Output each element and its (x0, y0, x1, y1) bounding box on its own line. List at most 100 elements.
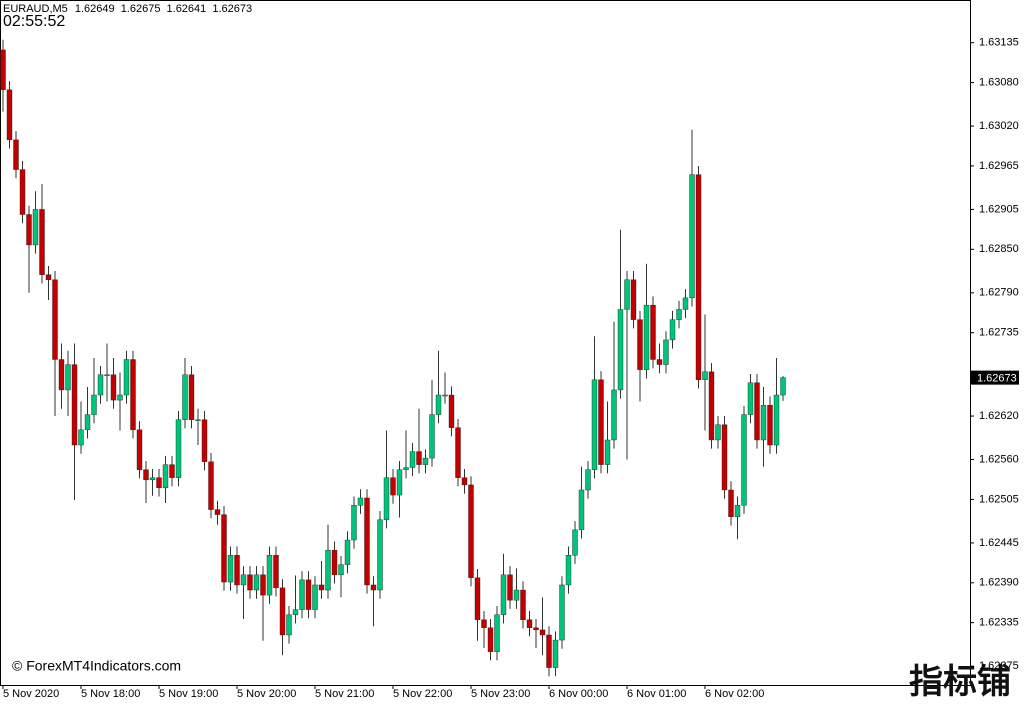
candle-body (357, 497, 364, 506)
price-tag: 1.62673 (977, 373, 1017, 385)
x-tick-label: 5 Nov 19:00 (159, 688, 218, 700)
candle-body (643, 304, 650, 370)
candle-body (572, 529, 578, 556)
y-tick-label: 1.62335 (979, 617, 1019, 629)
candle-body (338, 564, 344, 576)
candle-body (435, 394, 442, 415)
candle-body (663, 339, 669, 365)
candle-body (364, 497, 370, 586)
candle-body (526, 619, 533, 628)
candle-body (728, 489, 734, 518)
candle-body (58, 359, 65, 391)
y-tick-label: 1.62445 (979, 537, 1019, 549)
candle-body (715, 424, 721, 441)
candle-body (91, 394, 97, 415)
candle-body (201, 419, 208, 462)
candle-body (390, 477, 396, 496)
candle-body (370, 584, 377, 591)
candle-body (676, 309, 682, 320)
candle-body (416, 451, 422, 465)
candle-body (52, 279, 58, 360)
header-close: 1.62673 (212, 3, 252, 15)
y-tick-label: 1.62560 (979, 453, 1019, 465)
candle-body (266, 555, 273, 596)
candle-body (507, 574, 513, 601)
candle-body (65, 364, 71, 391)
candle-body (240, 574, 247, 586)
header-high: 1.62675 (121, 3, 161, 15)
candle-body (455, 427, 461, 478)
candle-body (292, 609, 299, 615)
candle-body (559, 584, 565, 641)
x-tick-label: 5 Nov 21:00 (315, 688, 374, 700)
candle-body (578, 489, 585, 531)
candle-body (169, 464, 175, 478)
candle-body (552, 639, 559, 668)
candle-body (448, 394, 455, 428)
candle-body (110, 374, 117, 401)
candle-body (669, 319, 676, 341)
candle-body (565, 555, 572, 586)
candle-body (117, 394, 123, 401)
candle-body (403, 467, 409, 470)
candle-body (175, 419, 182, 478)
candle-body (247, 574, 253, 591)
candle-body (273, 555, 279, 589)
candle-body (253, 574, 260, 591)
candle-body (344, 539, 351, 565)
watermark: © ForexMT4Indicators.com (12, 658, 181, 674)
candle-body (689, 174, 695, 299)
candle-body (721, 424, 728, 491)
x-tick-label: 6 Nov 01:00 (627, 688, 686, 700)
candle-body (591, 379, 598, 470)
candle-body (546, 634, 552, 668)
candle-body (260, 574, 266, 596)
candle-body (650, 304, 656, 360)
candle-body (182, 374, 188, 420)
candle-body (513, 589, 520, 601)
candle-body (767, 404, 773, 446)
candle-body (286, 614, 292, 636)
candle-body (539, 629, 546, 636)
candle-body (97, 374, 104, 396)
candle-body (611, 389, 617, 441)
candle-body (221, 514, 227, 583)
candle-body (734, 505, 741, 518)
candle-body (123, 359, 130, 396)
candle-body (331, 549, 338, 576)
candle-body (383, 477, 390, 520)
candle-body (702, 371, 708, 380)
watermark-cn: 指标铺 (909, 663, 1011, 701)
candle-body (754, 382, 760, 441)
candle-body (760, 404, 767, 441)
candle-body (214, 509, 221, 515)
candle-body (71, 364, 78, 446)
candle-body (656, 359, 663, 365)
candle-body (474, 577, 481, 620)
y-tick-label: 1.62390 (979, 577, 1019, 589)
y-tick-label: 1.63080 (979, 76, 1019, 88)
candle-body (494, 614, 500, 652)
candle-body (741, 414, 747, 506)
x-tick-label: 5 Nov 2020 (3, 688, 59, 700)
y-tick-label: 1.62905 (979, 203, 1019, 215)
candle-body (325, 549, 331, 591)
candle-body (617, 309, 624, 391)
candle-body (45, 274, 52, 280)
candle-body (708, 371, 715, 441)
x-tick-label: 5 Nov 23:00 (471, 688, 530, 700)
candle-body (598, 379, 604, 465)
x-tick-label: 5 Nov 18:00 (81, 688, 140, 700)
y-tick-label: 1.62620 (979, 410, 1019, 422)
candle-body (396, 469, 403, 496)
candle-body (585, 469, 591, 491)
candle-body (6, 89, 13, 141)
candle-body (351, 505, 357, 541)
y-tick-label: 1.62965 (979, 160, 1019, 172)
x-tick-label: 5 Nov 22:00 (393, 688, 452, 700)
candle-body (299, 579, 305, 610)
y-tick-label: 1.62505 (979, 493, 1019, 505)
candle-body (0, 49, 6, 91)
candle-body (149, 477, 156, 481)
